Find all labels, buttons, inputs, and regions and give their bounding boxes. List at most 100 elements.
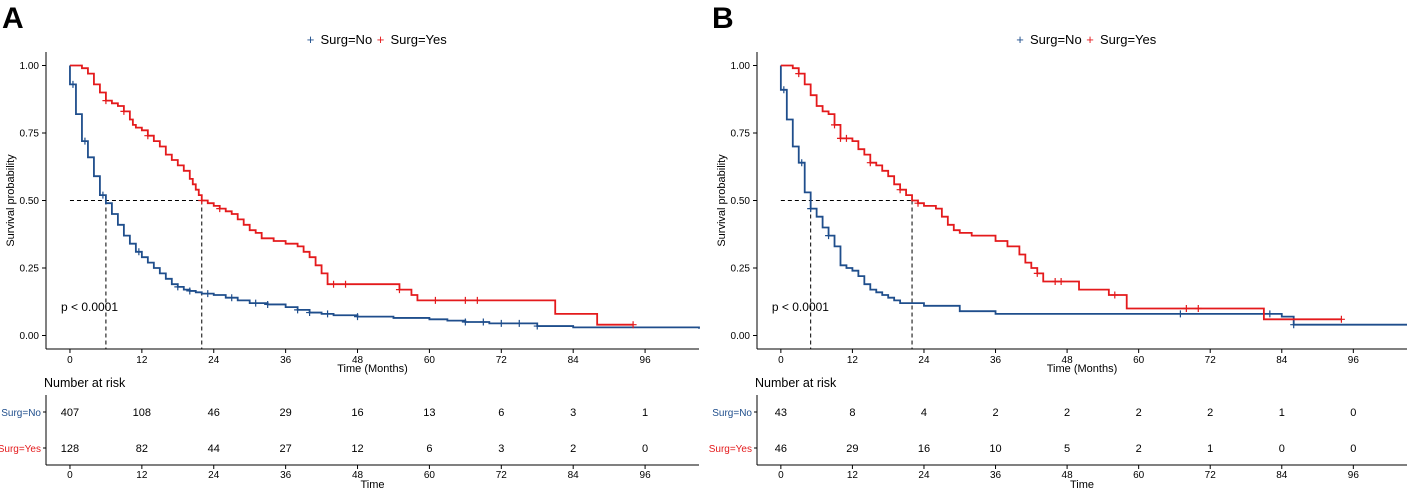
risk-cell: 0 bbox=[1350, 443, 1356, 455]
censor-mark bbox=[896, 186, 904, 194]
legend-marker-yes: + bbox=[1086, 32, 1094, 47]
y-axis-title: Survival probability bbox=[5, 154, 17, 247]
censor-mark bbox=[461, 296, 469, 304]
risk-x-tick-label: 96 bbox=[640, 470, 652, 481]
x-tick-label: 60 bbox=[424, 355, 436, 366]
risk-x-tick-label: 36 bbox=[990, 470, 1002, 481]
censor-mark bbox=[204, 290, 212, 298]
panel-a: A + Surg=No + Surg=Yes 0.00 0.25 0.50 0.75 1.00 0 1… bbox=[0, 2, 700, 490]
x-tick-label: 84 bbox=[1276, 355, 1288, 366]
risk-cell: 5 bbox=[1064, 443, 1070, 455]
censor-mark bbox=[228, 294, 236, 302]
censor-mark bbox=[629, 321, 637, 329]
risk-x-tick-label: 84 bbox=[1276, 470, 1288, 481]
censor-mark bbox=[866, 159, 874, 167]
legend-label-yes: Surg=Yes bbox=[1100, 32, 1157, 47]
risk-cell: 44 bbox=[208, 443, 220, 455]
risk-cell: 2 bbox=[1136, 443, 1142, 455]
survival-curve-no bbox=[779, 65, 1407, 326]
risk-cell: 2 bbox=[1207, 407, 1213, 419]
risk-x-tick-label: 12 bbox=[847, 470, 859, 481]
legend-marker-no: + bbox=[1016, 32, 1024, 47]
censor-mark bbox=[1337, 315, 1345, 323]
risk-x-tick-label: 12 bbox=[136, 470, 148, 481]
risk-x-tick-label: 84 bbox=[568, 470, 580, 481]
y-axis-title: Survival probability bbox=[716, 154, 728, 247]
x-tick-label: 24 bbox=[208, 355, 220, 366]
risk-x-tick-label: 0 bbox=[67, 470, 73, 481]
y-tick-label: 0.50 bbox=[731, 196, 751, 207]
censor-mark bbox=[1176, 310, 1184, 318]
censor-mark bbox=[798, 159, 806, 167]
censor-mark bbox=[1266, 310, 1274, 318]
censor-mark bbox=[186, 287, 194, 295]
risk-x-tick-label: 48 bbox=[352, 470, 364, 481]
x-axis-title: Time (Months) bbox=[337, 363, 408, 375]
risk-cell: 2 bbox=[1136, 407, 1142, 419]
x-tick-label: 96 bbox=[1348, 355, 1360, 366]
risk-x-axis-title: Time bbox=[1070, 479, 1094, 490]
censor-mark bbox=[342, 280, 350, 288]
risk-row-label-no: Surg=No bbox=[712, 408, 752, 419]
x-tick-label: 84 bbox=[568, 355, 580, 366]
risk-cell: 3 bbox=[498, 443, 504, 455]
risk-cell: 27 bbox=[280, 443, 292, 455]
censor-mark bbox=[135, 248, 143, 256]
censor-mark bbox=[842, 134, 850, 142]
risk-x-tick-label: 0 bbox=[778, 470, 784, 481]
risk-cell: 29 bbox=[280, 407, 292, 419]
censor-mark bbox=[1182, 305, 1190, 312]
censor-mark bbox=[473, 296, 481, 304]
legend-marker-no: + bbox=[307, 32, 315, 47]
x-tick-label: 36 bbox=[990, 355, 1002, 366]
risk-cell: 1 bbox=[1279, 407, 1285, 419]
risk-cell: 16 bbox=[918, 443, 930, 455]
risk-cell: 10 bbox=[989, 443, 1001, 455]
censor-mark bbox=[216, 205, 224, 213]
risk-cell: 13 bbox=[423, 407, 435, 419]
panel-label: A bbox=[2, 2, 24, 35]
p-value-label: p < 0.0001 bbox=[772, 300, 829, 314]
censor-mark bbox=[831, 121, 839, 129]
censor-mark bbox=[354, 313, 362, 321]
y-tick-label: 0.75 bbox=[731, 129, 751, 140]
risk-cell: 12 bbox=[351, 443, 363, 455]
panel-label: B bbox=[712, 2, 734, 35]
risk-table-title: Number at risk bbox=[755, 376, 837, 390]
censor-mark bbox=[330, 280, 338, 288]
x-tick-label: 36 bbox=[280, 355, 292, 366]
x-tick-label: 12 bbox=[136, 355, 148, 366]
risk-cell: 46 bbox=[208, 407, 220, 419]
risk-x-tick-label: 72 bbox=[1205, 470, 1217, 481]
risk-cell: 1 bbox=[1207, 443, 1213, 455]
risk-x-tick-label: 36 bbox=[280, 470, 292, 481]
risk-cell: 128 bbox=[61, 443, 79, 455]
censor-mark bbox=[780, 86, 788, 94]
panel-b: B + Surg=No + Surg=Yes 0.00 0.25 0.50 0.75 1.00 0 1… bbox=[709, 2, 1407, 490]
risk-cell: 46 bbox=[775, 443, 787, 455]
risk-x-tick-label: 60 bbox=[1133, 470, 1145, 481]
risk-x-axis-title: Time bbox=[360, 479, 384, 490]
legend: + Surg=No + Surg=Yes bbox=[1016, 32, 1157, 47]
risk-x-tick-label: 72 bbox=[496, 470, 508, 481]
x-tick-label: 0 bbox=[67, 355, 73, 366]
legend-label-no: Surg=No bbox=[1030, 32, 1082, 47]
censor-mark bbox=[1111, 291, 1119, 299]
y-tick-label: 0.50 bbox=[20, 196, 40, 207]
risk-x-tick-label: 24 bbox=[208, 470, 220, 481]
censor-mark bbox=[120, 107, 128, 115]
survival-curve-yes bbox=[780, 64, 1342, 321]
risk-cell: 6 bbox=[426, 443, 432, 455]
y-tick-label: 1.00 bbox=[20, 61, 40, 72]
y-tick-label: 0.25 bbox=[20, 264, 40, 275]
censor-mark bbox=[69, 80, 77, 88]
risk-cell: 43 bbox=[775, 407, 787, 419]
risk-table-title: Number at risk bbox=[44, 376, 126, 390]
risk-cell: 82 bbox=[136, 443, 148, 455]
censor-mark bbox=[264, 300, 272, 308]
censor-mark bbox=[252, 299, 260, 307]
x-tick-label: 0 bbox=[778, 355, 784, 366]
x-axis-title: Time (Months) bbox=[1047, 363, 1118, 375]
censor-mark bbox=[515, 319, 523, 327]
censor-mark bbox=[294, 306, 302, 314]
